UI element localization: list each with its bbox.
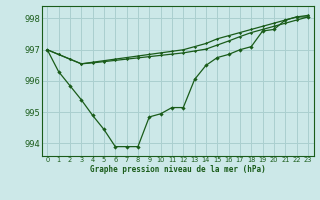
- X-axis label: Graphe pression niveau de la mer (hPa): Graphe pression niveau de la mer (hPa): [90, 165, 266, 174]
